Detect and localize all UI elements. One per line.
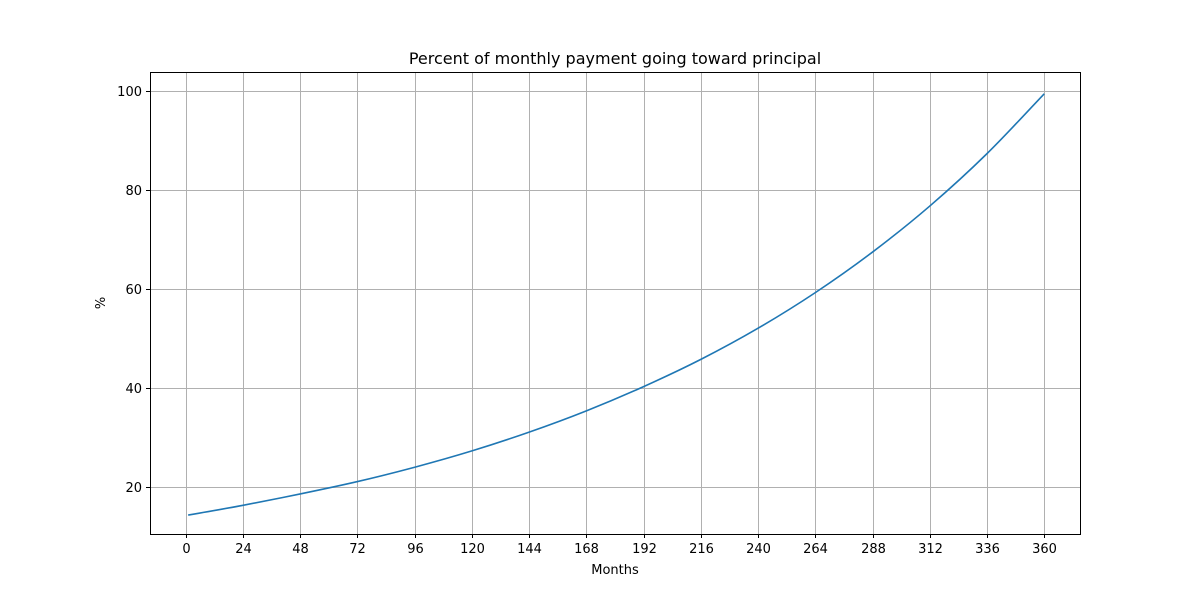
y-tick-label: 80: [125, 184, 142, 199]
y-tick-label: 20: [125, 481, 142, 496]
x-tick-label: 336: [975, 542, 1000, 557]
y-tick-label: 100: [117, 85, 142, 100]
x-tick-label: 48: [292, 542, 309, 557]
series-layer: [188, 93, 1045, 516]
y-tick-label: 60: [125, 283, 142, 298]
x-tick-label: 24: [235, 542, 252, 557]
x-tick-label: 96: [407, 542, 424, 557]
x-tick-label: 168: [574, 542, 599, 557]
x-tick-label: 216: [689, 542, 714, 557]
plot-frame: [150, 72, 1081, 535]
x-tick-label: 240: [746, 542, 771, 557]
x-tick-label: 288: [861, 542, 886, 557]
grid-lines: [150, 72, 1080, 534]
y-axis-label: %: [94, 297, 109, 309]
y-tick-label: 40: [125, 382, 142, 397]
axis-ticks: 0 24 48 72 96 120 144 168 192 216 240 264 288 312 336 3…: [117, 85, 1057, 557]
x-tick-label: 120: [460, 542, 485, 557]
principal-percent-line: [188, 93, 1045, 516]
x-tick-label: 264: [803, 542, 828, 557]
x-tick-label: 144: [517, 542, 542, 557]
x-axis-label: Months: [591, 563, 639, 578]
x-tick-label: 0: [182, 542, 190, 557]
x-tick-label: 312: [918, 542, 943, 557]
chart-title: Percent of monthly payment going toward …: [409, 49, 821, 68]
x-tick-label: 360: [1032, 542, 1057, 557]
x-tick-label: 72: [349, 542, 366, 557]
x-tick-label: 192: [632, 542, 657, 557]
